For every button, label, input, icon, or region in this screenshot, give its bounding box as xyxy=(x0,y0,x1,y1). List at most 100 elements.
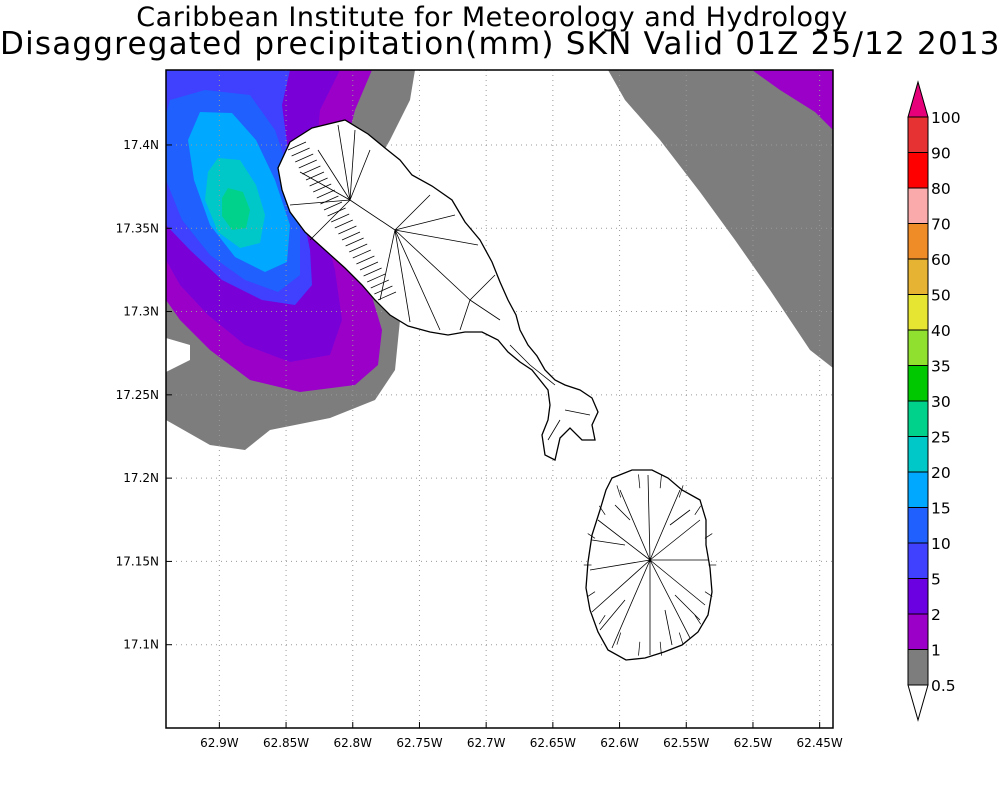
ridge-line xyxy=(302,165,321,175)
legend-level-label: 30 xyxy=(931,393,951,411)
legend-swatch xyxy=(907,613,929,650)
ridge-line xyxy=(678,485,684,498)
ridge-line xyxy=(359,261,379,271)
ridge-line xyxy=(367,273,386,283)
legend-swatch xyxy=(907,436,929,473)
ridge-line xyxy=(323,201,343,211)
ridge-line xyxy=(334,219,353,229)
legend-swatch xyxy=(907,152,929,189)
contour-25mm xyxy=(222,188,250,230)
tick-label-lon: 62.6W xyxy=(600,736,639,750)
tick-label-lat: 17.15N xyxy=(116,554,159,568)
ridge-line xyxy=(377,291,397,301)
ridge-line xyxy=(291,147,310,157)
ridge-line xyxy=(587,533,596,539)
ridge-line xyxy=(349,243,368,253)
ridge-line xyxy=(694,614,702,625)
tick-label-lat: 17.3N xyxy=(123,305,159,319)
legend-swatch xyxy=(907,471,929,508)
legend-level-label: 35 xyxy=(931,358,951,376)
longitude-axis: 62.9W 62.85W 62.8W 62.75W 62.7W 62.65W 62.6W 62… xyxy=(200,722,843,750)
tick-label-lat: 17.35N xyxy=(116,221,159,235)
ridge-line xyxy=(598,505,606,516)
legend-level-label: 70 xyxy=(931,216,951,234)
legend-swatch xyxy=(907,365,929,402)
legend-level-label: 25 xyxy=(931,429,951,447)
legend-swatch xyxy=(907,329,929,366)
contour-1mm-ne xyxy=(752,70,833,130)
tick-label-lat: 17.25N xyxy=(116,388,159,402)
contour-0.5mm-ne xyxy=(608,70,833,368)
legend-swatch xyxy=(907,116,929,153)
legend-level-label: 5 xyxy=(931,571,941,589)
ridge-line xyxy=(616,485,622,498)
legend-level-label: 80 xyxy=(931,180,951,198)
drainage-network xyxy=(289,124,708,655)
ridge-line xyxy=(295,153,314,163)
ridge-line xyxy=(345,237,364,247)
legend-level-label: 40 xyxy=(931,322,951,340)
tick-label-lon: 62.7W xyxy=(467,736,506,750)
ridge-line xyxy=(370,279,389,289)
ridge-line xyxy=(659,641,662,656)
tick-label-lat: 17.2N xyxy=(123,471,159,485)
legend-level-label: 0.5 xyxy=(931,677,956,695)
ridge-line xyxy=(374,285,393,295)
map-grid xyxy=(166,70,833,728)
legend-level-label: 10 xyxy=(931,535,951,553)
legend-swatch xyxy=(907,294,929,331)
legend-swatch xyxy=(907,400,929,437)
ridge-line xyxy=(309,177,328,187)
ridge-line xyxy=(298,159,317,169)
legend-swatch xyxy=(907,578,929,615)
tick-label-lon: 62.5W xyxy=(734,736,773,750)
legend-level-label: 1 xyxy=(931,642,941,660)
legend-swatch xyxy=(907,187,929,224)
legend-level-label: 100 xyxy=(931,109,961,127)
ridge-line xyxy=(363,267,382,277)
legend-level-label: 15 xyxy=(931,500,951,518)
institute-title: Caribbean Institute for Meteorology and … xyxy=(136,2,848,33)
ridge-line xyxy=(694,505,702,516)
ridge-line xyxy=(659,474,662,489)
legend-swatch xyxy=(907,507,929,544)
legend-level-label: 20 xyxy=(931,464,951,482)
ridge-line xyxy=(338,225,357,235)
tick-label-lon: 62.85W xyxy=(263,736,309,750)
ridge-line xyxy=(331,213,350,223)
legend-swatch xyxy=(907,258,929,295)
ridge-line xyxy=(320,195,339,205)
legend-level-label: 60 xyxy=(931,251,951,269)
tick-label-lon: 62.55W xyxy=(663,736,709,750)
legend-swatch xyxy=(907,223,929,260)
legend-level-label: 90 xyxy=(931,145,951,163)
legend-bottom-arrow xyxy=(907,684,929,722)
ridge-line xyxy=(327,207,346,217)
tick-label-lon: 62.45W xyxy=(797,736,843,750)
ridge-line xyxy=(678,632,684,645)
coastal-ridges xyxy=(287,141,717,656)
precipitation-contours xyxy=(166,70,833,450)
tick-label-lon: 62.75W xyxy=(396,736,442,750)
map-title: Disaggregated precipitation(mm) SKN Vali… xyxy=(0,26,1000,62)
ridge-line xyxy=(305,171,325,181)
plot-frame xyxy=(165,69,834,729)
ridge-line xyxy=(341,231,361,241)
latitude-axis: 17.4N 17.35N 17.3N 17.25N 17.2N 17.15N 17.1N xyxy=(116,138,172,652)
ridge-line xyxy=(587,591,596,597)
nevis-outline xyxy=(585,469,713,661)
legend-top-arrow xyxy=(907,80,929,118)
ridge-line xyxy=(638,641,641,656)
legend-level-label: 50 xyxy=(931,287,951,305)
tick-label-lat: 17.4N xyxy=(123,138,159,152)
ridge-line xyxy=(704,591,713,597)
ridge-line xyxy=(352,249,371,259)
ridge-line xyxy=(316,189,335,199)
ridge-line xyxy=(616,632,622,645)
tick-label-lon: 62.9W xyxy=(200,736,239,750)
tick-label-lon: 62.65W xyxy=(530,736,576,750)
tick-label-lat: 17.1N xyxy=(123,638,159,652)
ridge-line xyxy=(287,141,307,151)
